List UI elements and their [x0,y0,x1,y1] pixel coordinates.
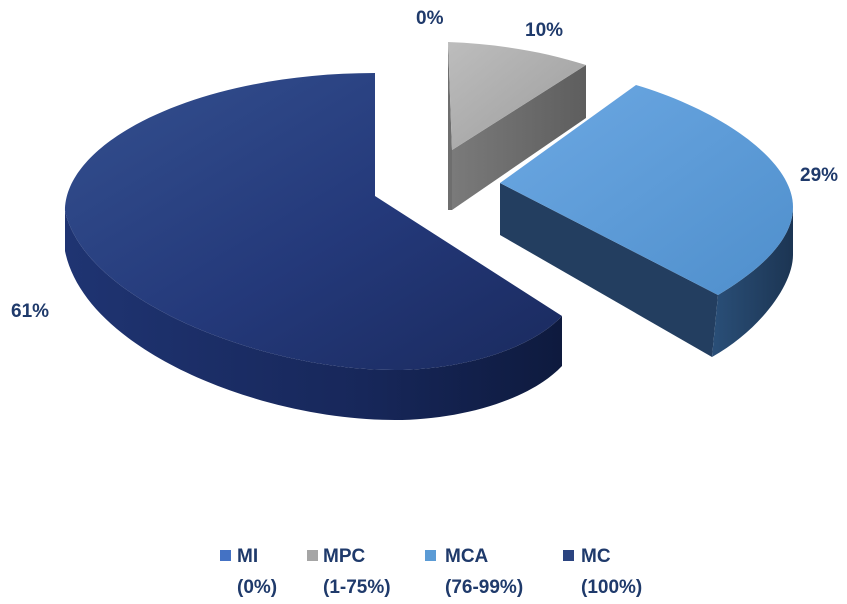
legend-range-mpc: (1-75%) [323,577,391,598]
slice-mpc-side-inner [452,65,586,210]
legend-range-mi: (0%) [237,577,277,598]
legend-swatch-mc [563,550,574,561]
slice-mca-top [500,85,793,295]
slice-mpc [448,42,586,210]
legend-label-mi: MI [237,546,258,567]
legend-swatch-mca [425,550,436,561]
legend-range-mc: (100%) [581,577,642,598]
legend-label-mpc: MPC [323,546,366,567]
legend-swatch-mi [220,550,231,561]
legend-item-mi: MI (0%) [220,546,277,598]
slice-mpc-top [448,42,586,150]
data-labels: 0% 10% 29% 61% [11,8,838,322]
slice-mca-side-outer [712,207,793,357]
slice-mc [65,73,562,420]
slice-mc-top [65,73,562,370]
data-label-mi: 0% [416,8,444,29]
legend-item-mc: MC (100%) [563,546,642,598]
slice-mca-side-left [500,183,718,357]
legend-range-mca: (76-99%) [445,577,523,598]
legend-item-mpc: MPC (1-75%) [307,546,391,598]
legend: MI (0%) MPC (1-75%) MCA (76-99%) MC (100… [220,546,642,598]
legend-swatch-mpc [307,550,318,561]
legend-label-mca: MCA [445,546,489,567]
slice-mca [500,85,793,357]
slice-mpc-side-left [448,42,452,210]
data-label-mpc: 10% [525,20,563,41]
legend-label-mc: MC [581,546,611,567]
slice-mc-side [65,211,562,420]
legend-item-mca: MCA (76-99%) [425,546,523,598]
data-label-mca: 29% [800,165,838,186]
data-label-mc: 61% [11,301,49,322]
